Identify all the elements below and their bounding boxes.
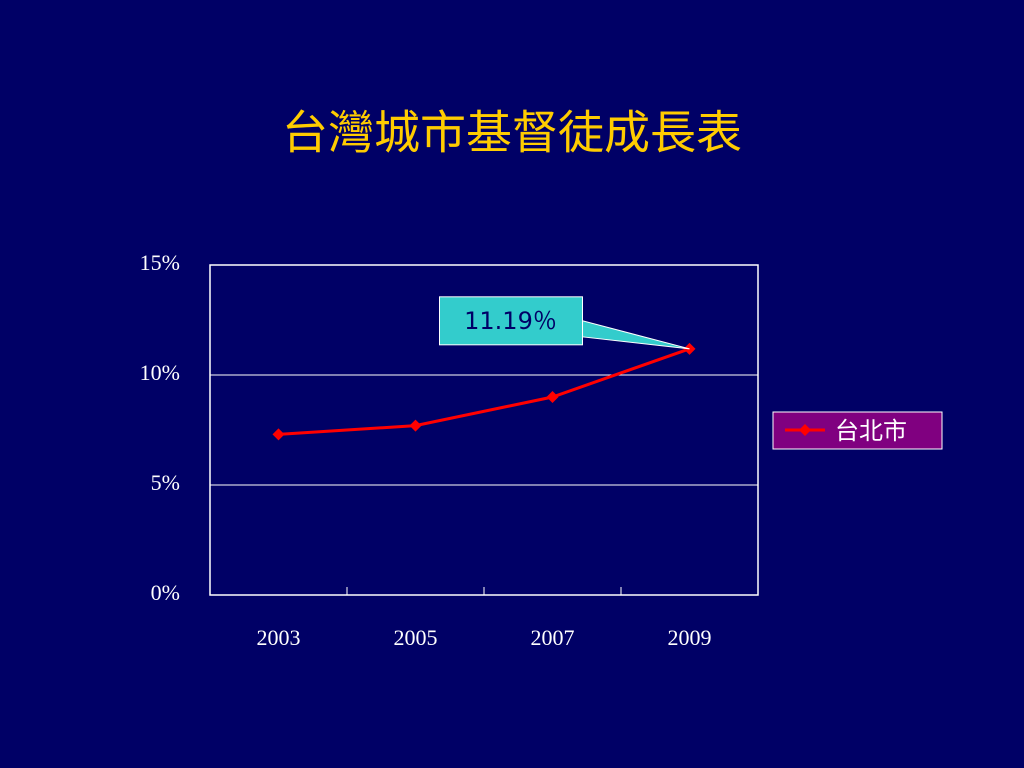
x-tick-label: 2007 xyxy=(531,625,575,650)
marker xyxy=(546,391,559,403)
line xyxy=(278,347,690,436)
marker xyxy=(409,419,422,432)
chart-title: 台灣城市基督徒成長表 xyxy=(282,108,742,159)
legend-label: 台北市 xyxy=(835,417,907,445)
data-label: 11.19％ xyxy=(464,307,557,335)
x-tick-label: 2005 xyxy=(394,625,438,650)
y-tick-label: 5% xyxy=(151,470,180,495)
y-tick-label: 15% xyxy=(140,250,180,275)
x-tick-label: 2009 xyxy=(668,625,712,650)
marker xyxy=(272,428,285,441)
x-tick-label: 2003 xyxy=(257,625,301,650)
y-tick-label: 0% xyxy=(151,580,180,605)
callout-box xyxy=(439,296,583,346)
y-tick-label: 10% xyxy=(140,360,180,385)
legend-marker xyxy=(799,424,811,436)
